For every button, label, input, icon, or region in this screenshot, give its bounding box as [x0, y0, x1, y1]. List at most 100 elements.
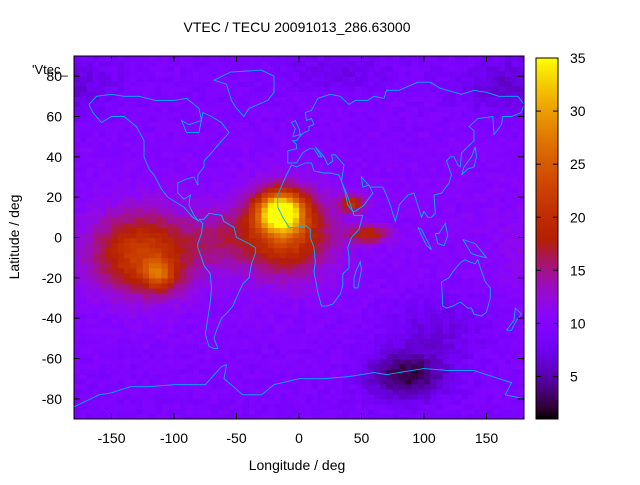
- heatmap-cell: [255, 333, 262, 339]
- heatmap-cell: [499, 268, 506, 274]
- heatmap-cell: [393, 172, 400, 178]
- heatmap-cell: [168, 343, 175, 349]
- heatmap-cell: [393, 263, 400, 269]
- heatmap-cell: [430, 96, 437, 102]
- heatmap-cell: [349, 182, 356, 188]
- heatmap-cell: [243, 162, 250, 168]
- heatmap-cell: [424, 278, 431, 284]
- heatmap-cell: [437, 106, 444, 112]
- heatmap-cell: [330, 303, 337, 309]
- heatmap-cell: [380, 404, 387, 410]
- heatmap-cell: [187, 379, 194, 385]
- heatmap-cell: [399, 137, 406, 143]
- heatmap-cell: [355, 313, 362, 319]
- heatmap-cell: [112, 288, 119, 294]
- heatmap-cell: [224, 404, 231, 410]
- heatmap-cell: [80, 132, 87, 138]
- heatmap-cell: [318, 202, 325, 208]
- heatmap-cell: [87, 338, 94, 344]
- heatmap-cell: [362, 147, 369, 153]
- heatmap-cell: [430, 409, 437, 415]
- heatmap-cell: [287, 328, 294, 334]
- heatmap-cell: [305, 313, 312, 319]
- heatmap-cell: [237, 313, 244, 319]
- heatmap-cell: [405, 353, 412, 359]
- heatmap-cell: [155, 162, 162, 168]
- heatmap-cell: [330, 147, 337, 153]
- heatmap-cell: [87, 238, 94, 244]
- heatmap-cell: [499, 232, 506, 238]
- heatmap-cell: [155, 217, 162, 223]
- heatmap-cell: [105, 132, 112, 138]
- heatmap-cell: [130, 268, 137, 274]
- heatmap-cell: [499, 409, 506, 415]
- heatmap-cell: [468, 293, 475, 299]
- heatmap-cell: [362, 91, 369, 97]
- heatmap-cell: [399, 217, 406, 223]
- heatmap-cell: [80, 303, 87, 309]
- heatmap-cell: [93, 207, 100, 213]
- heatmap-cell: [443, 359, 450, 365]
- heatmap-cell: [87, 91, 94, 97]
- heatmap-cell: [118, 217, 125, 223]
- heatmap-cell: [468, 227, 475, 233]
- heatmap-cell: [105, 187, 112, 193]
- heatmap-cell: [343, 66, 350, 72]
- heatmap-cell: [337, 389, 344, 395]
- heatmap-cell: [468, 379, 475, 385]
- heatmap-cell: [355, 364, 362, 370]
- heatmap-cell: [99, 106, 106, 112]
- heatmap-cell: [212, 61, 219, 67]
- heatmap-cell: [87, 278, 94, 284]
- heatmap-cell: [405, 303, 412, 309]
- heatmap-cell: [499, 318, 506, 324]
- heatmap-cell: [474, 283, 481, 289]
- heatmap-cell: [262, 117, 269, 123]
- heatmap-cell: [399, 379, 406, 385]
- heatmap-cell: [137, 369, 144, 375]
- heatmap-cell: [118, 127, 125, 133]
- heatmap-cell: [87, 353, 94, 359]
- heatmap-cell: [280, 132, 287, 138]
- heatmap-cell: [174, 298, 181, 304]
- heatmap-cell: [405, 91, 412, 97]
- heatmap-cell: [274, 127, 281, 133]
- heatmap-cell: [199, 142, 206, 148]
- heatmap-cell: [324, 212, 331, 218]
- heatmap-cell: [380, 127, 387, 133]
- heatmap-cell: [437, 248, 444, 254]
- heatmap-cell: [387, 328, 394, 334]
- heatmap-cell: [112, 293, 119, 299]
- heatmap-cell: [224, 243, 231, 249]
- heatmap-cell: [230, 142, 237, 148]
- heatmap-cell: [118, 238, 125, 244]
- heatmap-cell: [174, 338, 181, 344]
- heatmap-cell: [168, 278, 175, 284]
- heatmap-cell: [380, 379, 387, 385]
- heatmap-cell: [218, 106, 225, 112]
- heatmap-cell: [280, 333, 287, 339]
- heatmap-cell: [387, 268, 394, 274]
- heatmap-cell: [187, 172, 194, 178]
- heatmap-cell: [330, 137, 337, 143]
- heatmap-cell: [268, 359, 275, 365]
- heatmap-cell: [337, 147, 344, 153]
- heatmap-cell: [105, 364, 112, 370]
- heatmap-cell: [212, 303, 219, 309]
- heatmap-cell: [468, 409, 475, 415]
- heatmap-cell: [312, 71, 319, 77]
- heatmap-cell: [468, 288, 475, 294]
- heatmap-cell: [455, 278, 462, 284]
- heatmap-cell: [87, 132, 94, 138]
- heatmap-cell: [387, 111, 394, 117]
- heatmap-cell: [74, 268, 81, 274]
- heatmap-cell: [149, 374, 156, 380]
- heatmap-cell: [455, 122, 462, 128]
- heatmap-cell: [155, 333, 162, 339]
- heatmap-cell: [362, 132, 369, 138]
- heatmap-cell: [355, 101, 362, 107]
- heatmap-cell: [249, 132, 256, 138]
- heatmap-cell: [387, 353, 394, 359]
- heatmap-cell: [405, 238, 412, 244]
- heatmap-cell: [449, 162, 456, 168]
